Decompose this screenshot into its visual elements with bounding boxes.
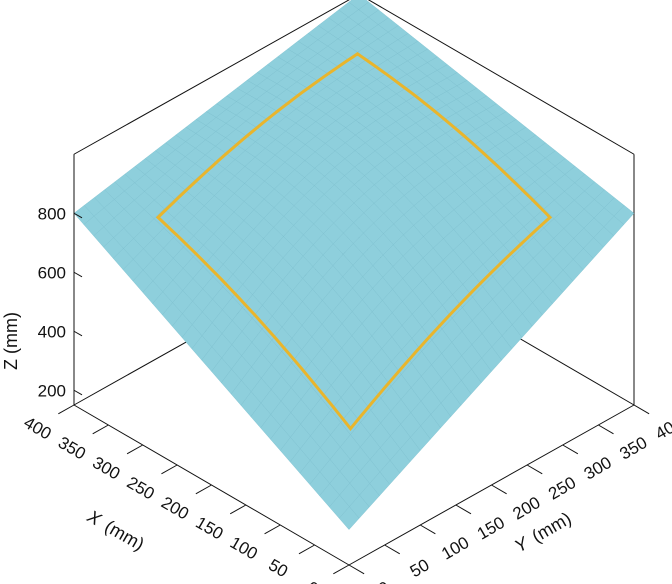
z-tick-label: 600 bbox=[38, 263, 66, 282]
y-tick-mark bbox=[562, 444, 579, 455]
y-axis-var: Y bbox=[511, 532, 533, 556]
x-tick-mark bbox=[161, 464, 178, 475]
y-tick-mark bbox=[491, 484, 507, 495]
z-tick-mark bbox=[73, 212, 83, 219]
boundary-curve bbox=[155, 51, 553, 431]
y-tick-mark bbox=[348, 564, 365, 575]
y-tick-label: 200 bbox=[510, 493, 544, 524]
x-tick-mark bbox=[333, 564, 350, 575]
z-tick-label: 800 bbox=[38, 204, 66, 223]
y-tick-label: 400 bbox=[652, 413, 672, 444]
y-tick-label: 0 bbox=[375, 578, 393, 584]
x-tick-label: 400 bbox=[21, 413, 55, 444]
y-tick-label: 300 bbox=[581, 453, 615, 484]
y-tick-mark bbox=[384, 544, 401, 555]
y-tick-mark bbox=[633, 404, 650, 415]
x-tick-mark bbox=[126, 444, 143, 455]
y-tick-mark bbox=[419, 524, 436, 535]
x-tick-mark bbox=[298, 544, 315, 555]
x-axis-title: X (mm) bbox=[83, 506, 148, 555]
y-tick-label: 100 bbox=[438, 533, 472, 564]
x-tick-label: 0 bbox=[304, 578, 322, 584]
y-tick-label: 50 bbox=[407, 555, 433, 581]
x-tick-label: 100 bbox=[227, 533, 261, 564]
surface-mesh bbox=[73, 0, 635, 530]
z-tick-mark bbox=[73, 271, 83, 278]
x-tick-label: 200 bbox=[158, 493, 192, 524]
x-tick-label: 250 bbox=[124, 473, 158, 504]
y-tick-label: 250 bbox=[545, 473, 579, 504]
z-tick-mark bbox=[73, 330, 83, 337]
box-edge-top-left bbox=[73, 0, 350, 155]
z-axis-title: Z (mm) bbox=[1, 312, 21, 370]
x-tick-label: 50 bbox=[265, 555, 291, 581]
surface-cell bbox=[338, 506, 360, 530]
y-tick-label: 350 bbox=[616, 433, 650, 464]
x-tick-label: 300 bbox=[89, 453, 123, 484]
z-tick-label: 200 bbox=[38, 381, 66, 400]
z-tick-mark bbox=[73, 389, 83, 396]
y-tick-label: 150 bbox=[474, 513, 508, 544]
box-edge-top-right bbox=[367, 0, 635, 155]
x-tick-mark bbox=[229, 504, 247, 515]
x-axis-unit: (mm) bbox=[101, 516, 147, 554]
z-tick-label: 400 bbox=[38, 322, 66, 341]
x-tick-mark bbox=[92, 424, 109, 435]
x-tick-mark bbox=[264, 524, 281, 535]
x-tick-label: 350 bbox=[55, 433, 89, 464]
x-tick-mark bbox=[195, 484, 212, 495]
y-tick-mark bbox=[598, 424, 614, 435]
z-axis-ticks: 200 400 600 800 bbox=[38, 204, 83, 400]
x-tick-label: 150 bbox=[192, 513, 226, 544]
x-tick-mark bbox=[58, 404, 75, 415]
y-tick-mark bbox=[455, 504, 472, 515]
y-tick-mark bbox=[526, 464, 543, 475]
x-axis-var: X bbox=[83, 506, 105, 530]
